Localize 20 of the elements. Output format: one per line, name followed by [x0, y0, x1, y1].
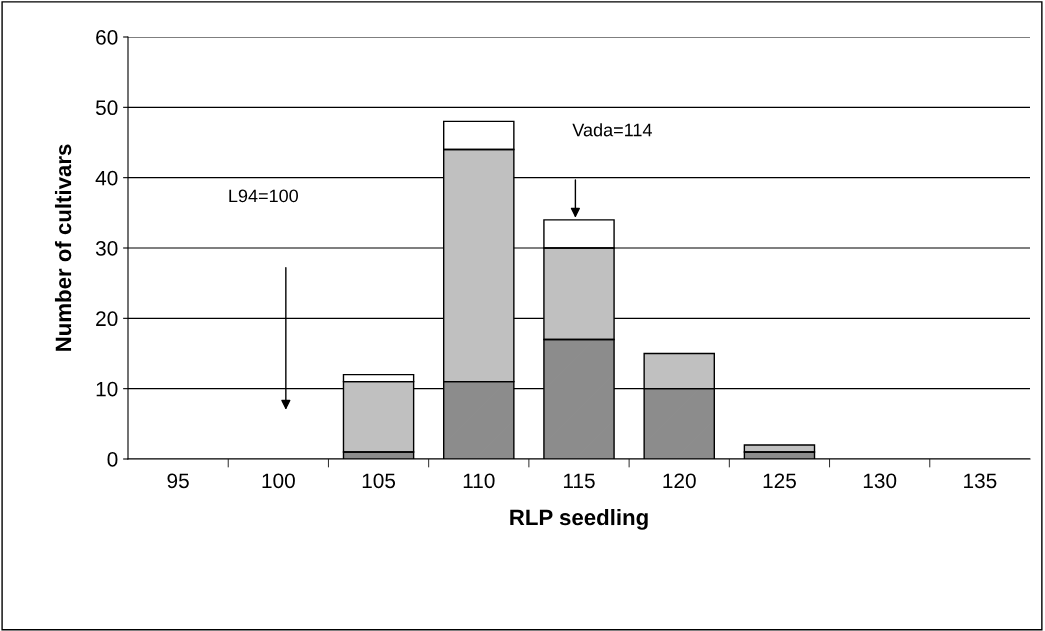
x-tick-label: 135	[964, 473, 997, 489]
x-tick-label: 130	[863, 473, 897, 489]
x-tick-label: 110	[463, 473, 495, 489]
y-axis-title: Number of cultivars	[54, 144, 72, 351]
x-tick-label: 120	[663, 473, 696, 489]
x-tick-label: 125	[763, 473, 796, 489]
x-tick-label: 100	[262, 473, 295, 489]
y-tick-label: 50	[95, 100, 118, 116]
annotation: Vada=114	[572, 123, 652, 137]
x-axis-title: RLP seedling	[510, 508, 648, 530]
y-tick-label: 40	[95, 170, 118, 186]
y-tick-label: 0	[107, 452, 118, 467]
x-tick-label: 95	[167, 473, 189, 489]
y-tick-label: 10	[96, 381, 118, 397]
y-tick-label: 60	[96, 30, 118, 45]
x-tick-label: 105	[362, 473, 396, 489]
x-tick-label: 115	[563, 473, 595, 489]
y-tick-label: 20	[96, 311, 118, 327]
y-tick-label: 30	[95, 241, 118, 256]
annotation: L94=100	[229, 189, 298, 203]
